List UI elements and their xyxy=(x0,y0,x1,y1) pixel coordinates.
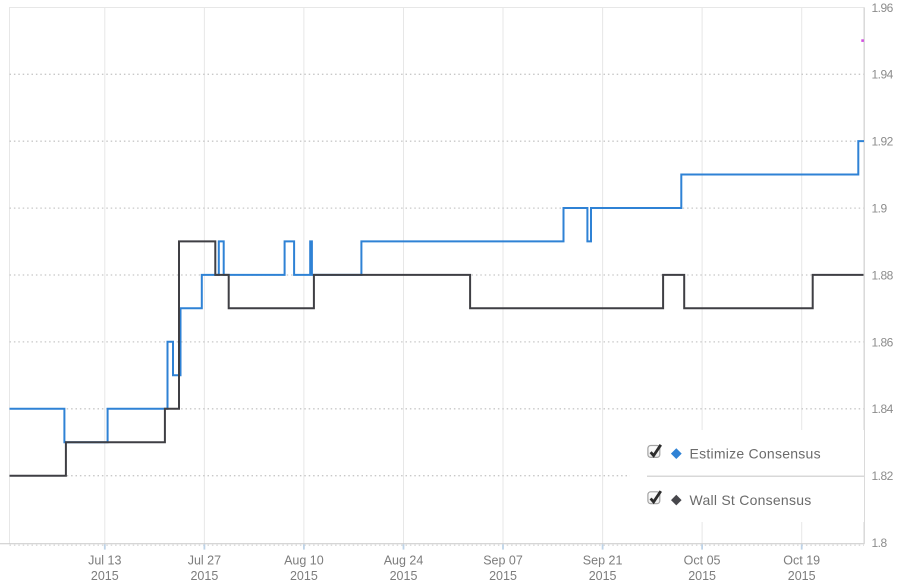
svg-text:2015: 2015 xyxy=(190,569,218,583)
svg-text:1.84: 1.84 xyxy=(872,402,894,416)
svg-text:2015: 2015 xyxy=(390,569,418,583)
svg-text:1.92: 1.92 xyxy=(872,135,894,149)
svg-text:2015: 2015 xyxy=(788,569,816,583)
svg-text:Jul 27: Jul 27 xyxy=(188,553,221,567)
svg-text:2015: 2015 xyxy=(91,569,119,583)
svg-text:Aug 10: Aug 10 xyxy=(284,553,324,567)
svg-text:2015: 2015 xyxy=(688,569,716,583)
svg-text:1.82: 1.82 xyxy=(872,469,894,483)
svg-text:Jul 13: Jul 13 xyxy=(88,553,121,567)
svg-text:Wall St Consensus: Wall St Consensus xyxy=(690,492,812,508)
svg-text:Aug 24: Aug 24 xyxy=(384,553,424,567)
svg-text:1.94: 1.94 xyxy=(872,68,894,82)
svg-text:2015: 2015 xyxy=(489,569,517,583)
svg-text:Estimize Consensus: Estimize Consensus xyxy=(690,445,821,461)
svg-text:1.96: 1.96 xyxy=(872,1,894,15)
svg-text:1.8: 1.8 xyxy=(872,536,888,550)
svg-text:Oct 19: Oct 19 xyxy=(783,553,820,567)
svg-text:Oct 05: Oct 05 xyxy=(684,553,721,567)
svg-text:Sep 21: Sep 21 xyxy=(583,553,623,567)
svg-text:1.88: 1.88 xyxy=(872,268,894,282)
svg-text:1.9: 1.9 xyxy=(872,202,888,216)
svg-text:2015: 2015 xyxy=(290,569,318,583)
svg-text:2015: 2015 xyxy=(589,569,617,583)
svg-text:1.86: 1.86 xyxy=(872,335,894,349)
svg-text:Sep 07: Sep 07 xyxy=(483,553,523,567)
